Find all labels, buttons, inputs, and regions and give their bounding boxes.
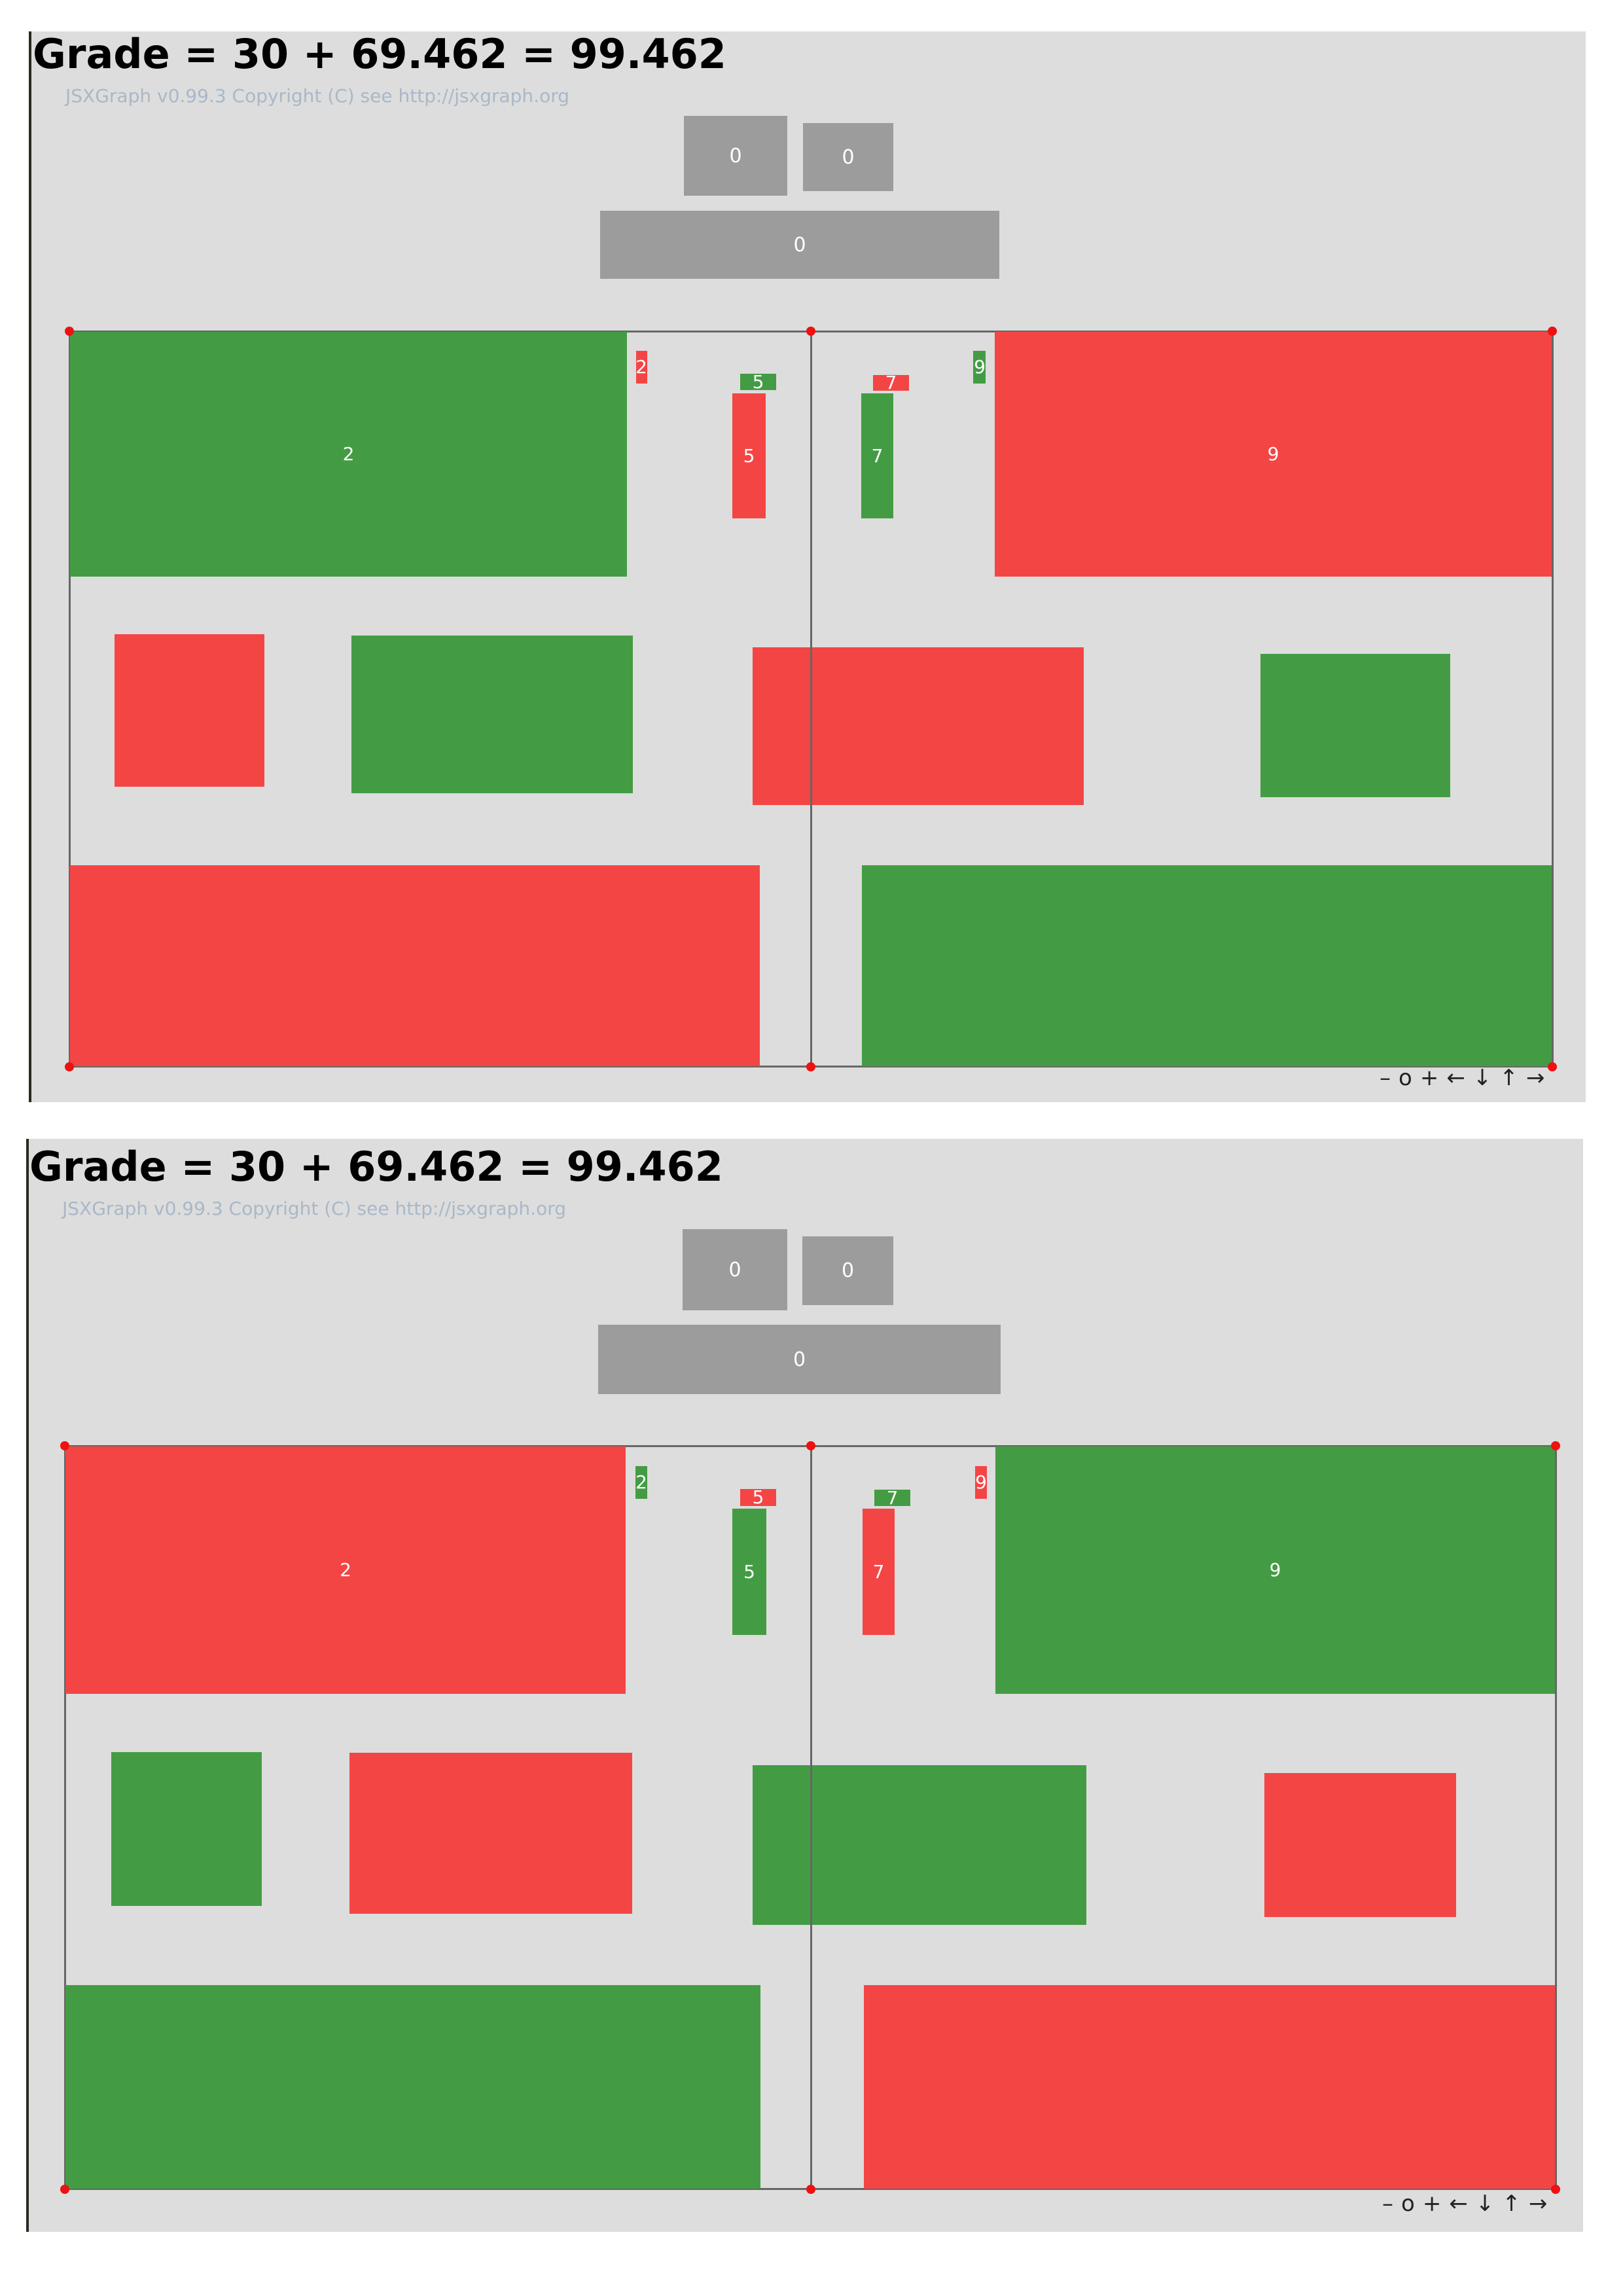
- block-bar-7[interactable]: 7: [863, 1509, 895, 1635]
- block-big-left[interactable]: 2: [70, 332, 627, 577]
- zoom-reset-button[interactable]: o: [1401, 2191, 1415, 2217]
- block-label: 5: [752, 374, 764, 390]
- corner-point[interactable]: [60, 2185, 69, 2194]
- navigation-bar: – o + ← ↓ ↑ →: [1382, 2193, 1555, 2215]
- block-small-2[interactable]: 2: [636, 351, 647, 384]
- corner-point[interactable]: [806, 327, 815, 336]
- pan-up-button[interactable]: ↑: [1502, 2191, 1521, 2217]
- board-right-edge: [1555, 1446, 1557, 2189]
- pan-left-button[interactable]: ←: [1446, 1065, 1465, 1091]
- block-label: 7: [871, 444, 883, 467]
- block-bar-7[interactable]: 7: [861, 393, 893, 518]
- pan-right-button[interactable]: →: [1525, 1065, 1545, 1091]
- block-label: 9: [1267, 443, 1279, 465]
- block-bar-5[interactable]: 5: [732, 1509, 766, 1635]
- block-small-5-top[interactable]: 5: [740, 374, 776, 390]
- block-label: 9: [1269, 1559, 1281, 1581]
- block-mid-c[interactable]: [753, 1765, 1086, 1925]
- counter-box-1: 0: [683, 1229, 787, 1310]
- block-label: 2: [635, 1471, 647, 1493]
- panel-1-left-border: [29, 31, 31, 1102]
- block-label: 9: [974, 356, 986, 378]
- pan-up-button[interactable]: ↑: [1499, 1065, 1518, 1091]
- corner-point[interactable]: [1551, 1441, 1560, 1450]
- block-label: 7: [872, 1560, 885, 1583]
- block-mid-d[interactable]: [1264, 1773, 1456, 1917]
- counter-box-2: 0: [803, 123, 893, 191]
- block-big-right[interactable]: 9: [995, 1446, 1555, 1694]
- block-small-9[interactable]: 9: [975, 1466, 987, 1499]
- counter-box-3: 0: [598, 1325, 1001, 1394]
- grade-text: Grade = 30 + 69.462 = 99.462: [29, 1143, 723, 1191]
- corner-point[interactable]: [1551, 2185, 1560, 2194]
- block-label: 9: [975, 1471, 987, 1493]
- corner-point[interactable]: [806, 2185, 815, 2194]
- block-small-2[interactable]: 2: [635, 1466, 647, 1499]
- corner-point[interactable]: [806, 1441, 815, 1450]
- pan-left-button[interactable]: ←: [1449, 2191, 1468, 2217]
- block-small-7-top[interactable]: 7: [874, 1490, 910, 1506]
- corner-point[interactable]: [60, 1441, 69, 1450]
- block-small-5-top[interactable]: 5: [740, 1489, 776, 1506]
- block-label: 2: [340, 1559, 351, 1581]
- block-bottom-right[interactable]: [862, 865, 1552, 1066]
- counter-box-1: 0: [684, 116, 787, 196]
- panel-2-left-border: [26, 1139, 29, 2232]
- corner-point[interactable]: [1548, 327, 1557, 336]
- grade-text: Grade = 30 + 69.462 = 99.462: [33, 30, 726, 78]
- board-left-edge: [69, 331, 71, 1067]
- block-bar-5[interactable]: 5: [732, 393, 766, 518]
- block-label: 5: [752, 1489, 764, 1506]
- pan-right-button[interactable]: →: [1528, 2191, 1548, 2217]
- block-small-9[interactable]: 9: [973, 351, 986, 384]
- block-mid-d[interactable]: [1260, 654, 1450, 797]
- block-mid-a[interactable]: [115, 634, 264, 787]
- pan-down-button[interactable]: ↓: [1475, 2191, 1495, 2217]
- pan-down-button[interactable]: ↓: [1472, 1065, 1492, 1091]
- corner-point[interactable]: [1548, 1062, 1557, 1071]
- block-mid-c[interactable]: [753, 647, 1084, 805]
- block-bottom-right[interactable]: [864, 1985, 1555, 2189]
- corner-point[interactable]: [806, 1062, 815, 1071]
- block-label: 2: [636, 356, 647, 378]
- copyright-text: JSXGraph v0.99.3 Copyright (C) see http:…: [65, 85, 569, 107]
- corner-point[interactable]: [65, 327, 74, 336]
- copyright-text: JSXGraph v0.99.3 Copyright (C) see http:…: [62, 1198, 566, 1219]
- block-label: 5: [743, 1560, 755, 1583]
- board-center-divider: [810, 1446, 812, 2189]
- zoom-out-button[interactable]: –: [1382, 2191, 1393, 2217]
- block-big-right[interactable]: 9: [995, 332, 1552, 577]
- block-mid-b[interactable]: [351, 636, 633, 793]
- block-big-left[interactable]: 2: [65, 1446, 626, 1694]
- block-label: 2: [342, 443, 355, 465]
- block-bottom-left[interactable]: [70, 865, 760, 1066]
- zoom-reset-button[interactable]: o: [1399, 1065, 1412, 1091]
- board-right-edge: [1552, 331, 1554, 1067]
- corner-point[interactable]: [65, 1062, 74, 1071]
- block-mid-b[interactable]: [349, 1753, 632, 1914]
- zoom-out-button[interactable]: –: [1380, 1065, 1391, 1091]
- navigation-bar: – o + ← ↓ ↑ →: [1380, 1067, 1552, 1089]
- zoom-in-button[interactable]: +: [1422, 2191, 1442, 2217]
- counter-box-3: 0: [600, 211, 999, 279]
- block-bottom-left[interactable]: [65, 1985, 760, 2189]
- zoom-in-button[interactable]: +: [1419, 1065, 1439, 1091]
- block-mid-a[interactable]: [111, 1752, 262, 1906]
- counter-box-2: 0: [802, 1236, 893, 1305]
- board-center-divider: [810, 331, 812, 1067]
- board-left-edge: [64, 1446, 66, 2189]
- block-small-7-top[interactable]: 7: [873, 375, 909, 391]
- block-label: 7: [886, 1490, 899, 1506]
- block-label: 7: [885, 375, 897, 391]
- block-label: 5: [743, 444, 755, 467]
